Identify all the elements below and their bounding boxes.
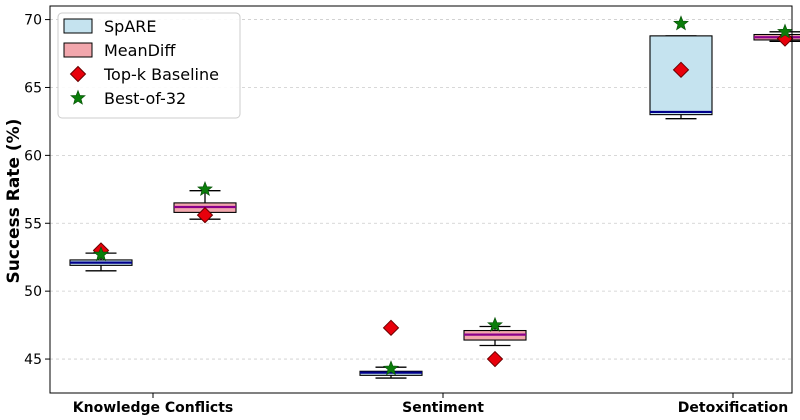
legend-label: SpARE [104, 17, 156, 36]
x-tick-label: Sentiment [402, 400, 484, 416]
axes: 45 50 55 60 65 70 Knowledge Conflicts Sentiment… [24, 5, 793, 416]
y-tick-label: 65 [24, 80, 42, 96]
legend-frame [57, 12, 241, 119]
box-meandiff [753, 31, 800, 42]
top-k-baseline-marker [486, 350, 504, 368]
best-of-32-marker [777, 23, 793, 39]
box-meandiff [463, 325, 527, 347]
legend-swatch [63, 42, 93, 58]
best-of-32-marker [487, 316, 503, 332]
legend-swatch [63, 18, 93, 34]
markers [92, 15, 794, 376]
y-tick-label: 70 [24, 13, 42, 29]
y-tick-label: 55 [24, 216, 42, 232]
legend-label: Best-of-32 [104, 89, 186, 108]
legend-diamond [69, 65, 87, 83]
legend-label: Top-k Baseline [103, 65, 219, 84]
top-k-baseline-marker [382, 319, 400, 337]
y-axis-label: Success Rate (%) [4, 119, 24, 284]
top-k-baseline-marker [672, 61, 690, 79]
best-of-32-marker [673, 15, 689, 31]
legend-label: MeanDiff [104, 41, 176, 60]
best-of-32-marker [197, 180, 213, 197]
box-spare [649, 35, 713, 120]
x-tick-label: Detoxification [678, 400, 788, 416]
best-of-32-marker [93, 246, 109, 262]
y-tick-label: 50 [24, 284, 42, 300]
x-tick-label: Knowledge Conflicts [73, 400, 233, 416]
best-of-32-marker [383, 360, 399, 376]
y-tick-label: 60 [24, 148, 42, 164]
legend-star [70, 89, 86, 105]
plot-frame [49, 5, 793, 394]
y-tick-label: 45 [24, 352, 42, 368]
legend: SpARE MeanDiff Top-k Baseline Best-of-32 [57, 12, 241, 119]
top-k-baseline-marker [196, 206, 214, 224]
